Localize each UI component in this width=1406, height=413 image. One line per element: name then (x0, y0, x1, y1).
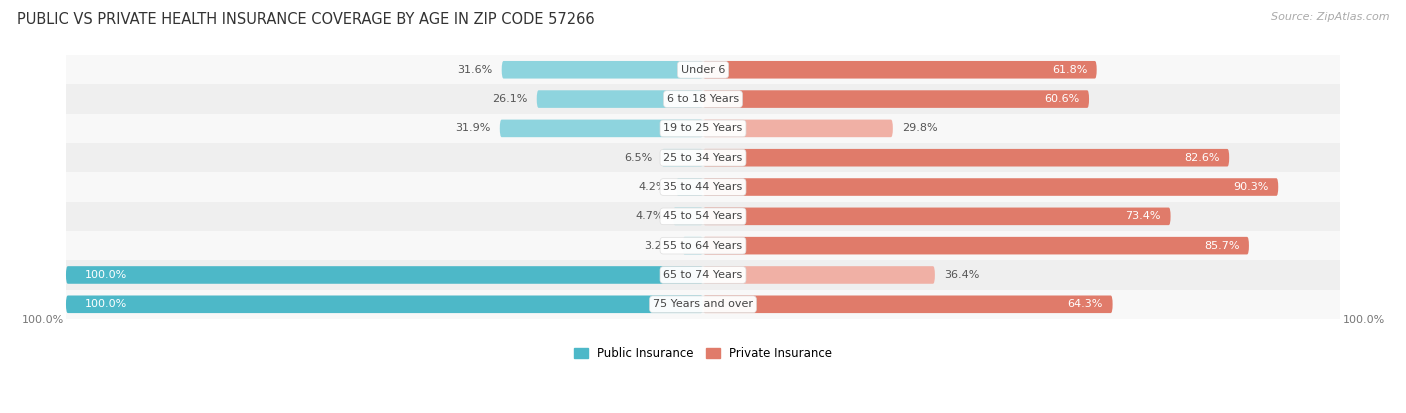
Text: 65 to 74 Years: 65 to 74 Years (664, 270, 742, 280)
Text: 90.3%: 90.3% (1233, 182, 1268, 192)
Text: 60.6%: 60.6% (1045, 94, 1080, 104)
Bar (66, 114, 1340, 143)
Text: 61.8%: 61.8% (1052, 65, 1087, 75)
FancyBboxPatch shape (703, 90, 1090, 108)
Text: 31.9%: 31.9% (456, 123, 491, 133)
FancyBboxPatch shape (703, 120, 893, 137)
Legend: Public Insurance, Private Insurance: Public Insurance, Private Insurance (569, 342, 837, 365)
Text: 29.8%: 29.8% (903, 123, 938, 133)
FancyBboxPatch shape (703, 237, 1249, 254)
Text: 6.5%: 6.5% (624, 153, 652, 163)
Text: 4.7%: 4.7% (636, 211, 664, 221)
FancyBboxPatch shape (703, 178, 1278, 196)
Text: Source: ZipAtlas.com: Source: ZipAtlas.com (1271, 12, 1389, 22)
Text: 19 to 25 Years: 19 to 25 Years (664, 123, 742, 133)
FancyBboxPatch shape (499, 120, 703, 137)
Bar (66, 231, 1340, 260)
Text: 75 Years and over: 75 Years and over (652, 299, 754, 309)
Text: Under 6: Under 6 (681, 65, 725, 75)
Bar (66, 202, 1340, 231)
Text: 100.0%: 100.0% (21, 316, 63, 325)
FancyBboxPatch shape (703, 295, 1112, 313)
Text: PUBLIC VS PRIVATE HEALTH INSURANCE COVERAGE BY AGE IN ZIP CODE 57266: PUBLIC VS PRIVATE HEALTH INSURANCE COVER… (17, 12, 595, 27)
FancyBboxPatch shape (662, 149, 703, 166)
Text: 36.4%: 36.4% (945, 270, 980, 280)
Text: 6 to 18 Years: 6 to 18 Years (666, 94, 740, 104)
Text: 100.0%: 100.0% (86, 299, 128, 309)
FancyBboxPatch shape (537, 90, 703, 108)
FancyBboxPatch shape (502, 61, 703, 78)
Text: 4.2%: 4.2% (638, 182, 666, 192)
Text: 82.6%: 82.6% (1184, 153, 1219, 163)
Bar (66, 290, 1340, 319)
Bar (66, 84, 1340, 114)
FancyBboxPatch shape (66, 295, 703, 313)
FancyBboxPatch shape (703, 61, 1097, 78)
Text: 55 to 64 Years: 55 to 64 Years (664, 241, 742, 251)
Bar (66, 143, 1340, 172)
Text: 3.2%: 3.2% (645, 241, 673, 251)
Bar (66, 172, 1340, 202)
FancyBboxPatch shape (683, 237, 703, 254)
Text: 25 to 34 Years: 25 to 34 Years (664, 153, 742, 163)
FancyBboxPatch shape (676, 178, 703, 196)
FancyBboxPatch shape (66, 266, 703, 284)
Text: 85.7%: 85.7% (1204, 241, 1239, 251)
FancyBboxPatch shape (703, 266, 935, 284)
Text: 64.3%: 64.3% (1067, 299, 1104, 309)
FancyBboxPatch shape (703, 208, 1171, 225)
Bar (66, 55, 1340, 84)
FancyBboxPatch shape (673, 208, 703, 225)
FancyBboxPatch shape (703, 149, 1229, 166)
Text: 73.4%: 73.4% (1126, 211, 1161, 221)
Text: 35 to 44 Years: 35 to 44 Years (664, 182, 742, 192)
Bar (66, 260, 1340, 290)
Text: 26.1%: 26.1% (492, 94, 527, 104)
Text: 100.0%: 100.0% (1343, 316, 1385, 325)
Text: 100.0%: 100.0% (86, 270, 128, 280)
Text: 31.6%: 31.6% (457, 65, 492, 75)
Text: 45 to 54 Years: 45 to 54 Years (664, 211, 742, 221)
